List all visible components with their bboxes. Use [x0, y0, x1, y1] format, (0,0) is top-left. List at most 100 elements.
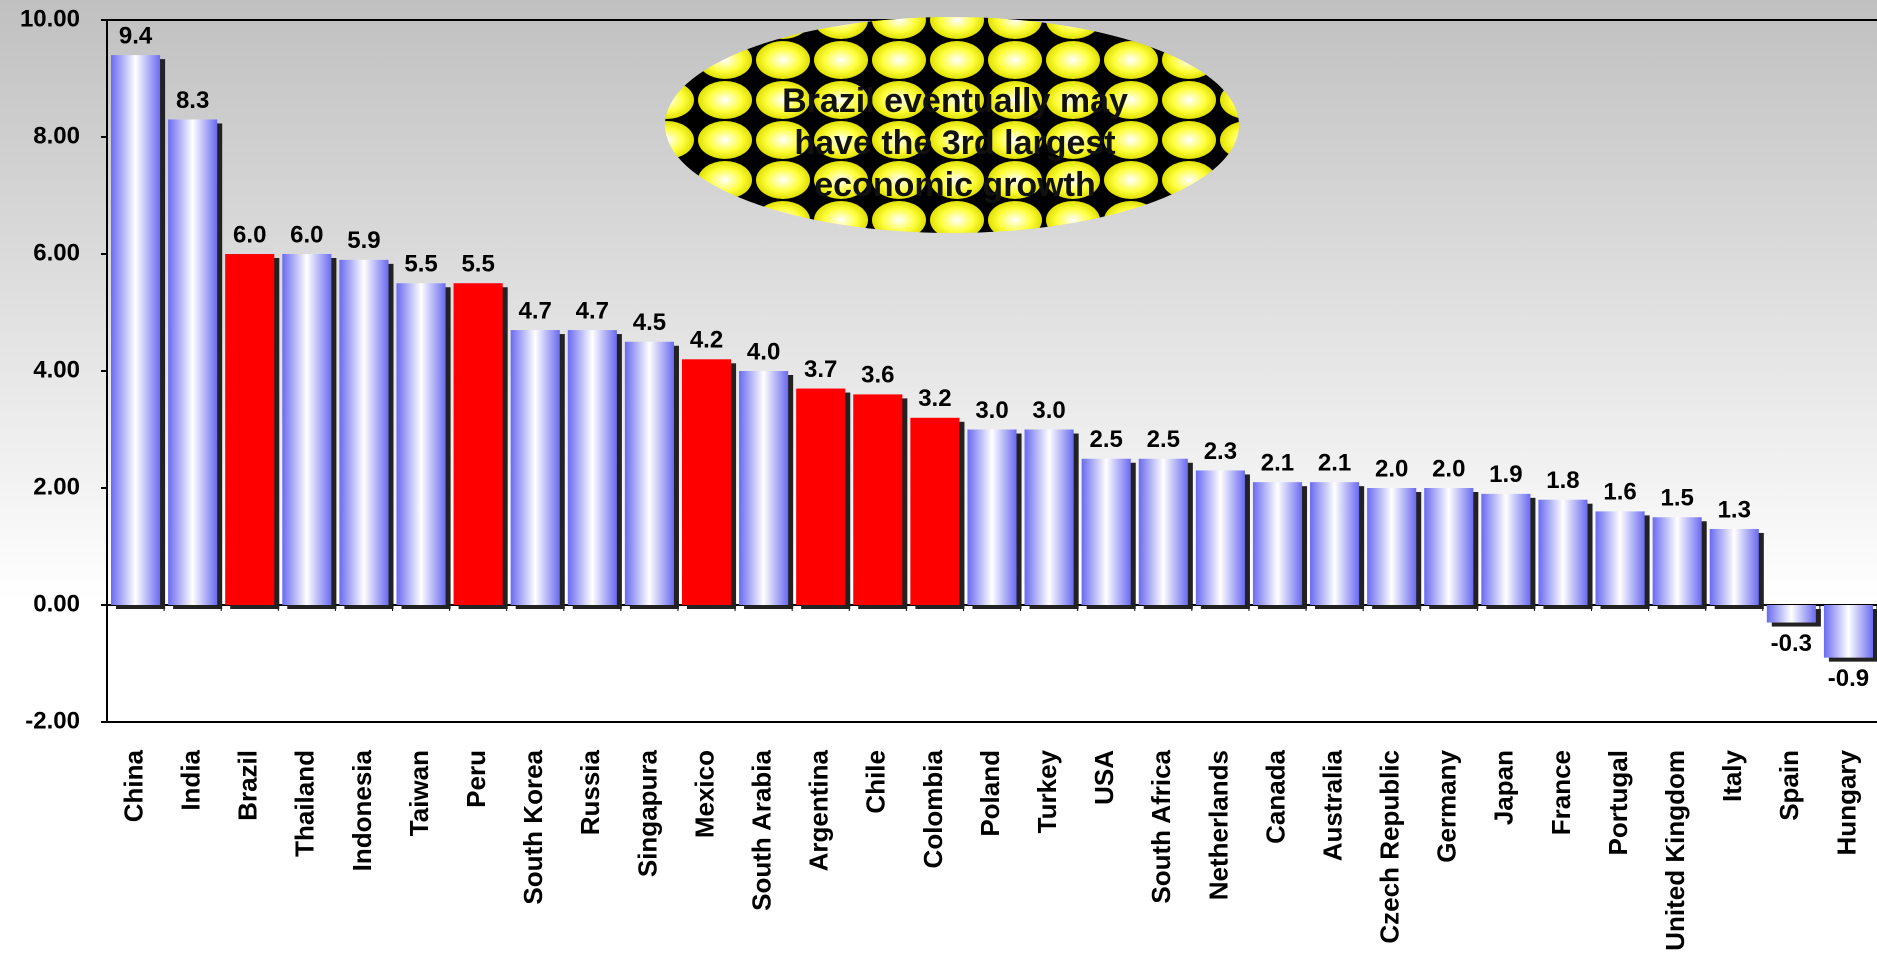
value-label: 6.0	[233, 221, 266, 248]
x-tick-label: Turkey	[1032, 749, 1062, 833]
value-label: 5.9	[347, 227, 380, 254]
value-label: -0.9	[1828, 665, 1869, 692]
value-label: 8.3	[176, 87, 209, 114]
bar	[1024, 429, 1074, 605]
bar	[796, 388, 846, 605]
value-label: 2.1	[1318, 449, 1351, 476]
bar	[853, 394, 903, 605]
y-tick-label: 6.00	[33, 239, 80, 266]
value-label: 4.5	[633, 309, 666, 336]
value-label: 4.7	[519, 297, 552, 324]
annotation-shape	[665, 17, 1239, 233]
x-tick-label: Australia	[1317, 749, 1347, 861]
value-label: 3.7	[804, 356, 837, 383]
value-label: 2.5	[1147, 426, 1180, 453]
bar	[624, 341, 674, 605]
bar	[168, 119, 218, 605]
annotation: Brazil eventually may have the 3rd large…	[782, 82, 1128, 204]
bar	[1310, 482, 1360, 605]
x-tick-label: Japan	[1489, 750, 1519, 825]
value-label: 4.0	[747, 338, 780, 365]
bar	[567, 330, 617, 605]
bar	[1195, 470, 1245, 605]
bar	[1652, 517, 1702, 605]
value-label: 3.0	[975, 397, 1008, 424]
bar	[1538, 499, 1588, 605]
x-tick-label: South Africa	[1146, 749, 1176, 903]
bar	[1823, 605, 1874, 658]
bar	[453, 283, 503, 605]
x-tick-label: India	[176, 749, 206, 810]
y-tick-label: -2.00	[25, 707, 80, 734]
value-label: 2.0	[1375, 455, 1408, 482]
bar	[1595, 511, 1645, 605]
x-tick-label: Mexico	[689, 750, 719, 838]
value-label: -0.3	[1771, 630, 1812, 657]
bar	[339, 259, 389, 605]
x-tick-label: Thailand	[290, 750, 320, 857]
value-label: 1.5	[1660, 485, 1693, 512]
value-label: 9.4	[119, 22, 153, 49]
value-label: 5.5	[404, 251, 437, 278]
value-label: 2.5	[1090, 426, 1123, 453]
value-label: 5.5	[461, 251, 494, 278]
x-tick-label: France	[1546, 750, 1576, 835]
x-tick-label: Russia	[575, 749, 605, 835]
value-label: 6.0	[290, 221, 323, 248]
bar	[110, 55, 161, 606]
value-label: 3.6	[861, 362, 894, 389]
bar	[681, 359, 732, 605]
x-tick-label: South Korea	[518, 749, 548, 904]
x-tick-label: Chile	[861, 750, 891, 814]
y-tick-label: 10.00	[20, 5, 80, 32]
x-tick-label: Brazil	[233, 750, 263, 821]
x-tick-label: Colombia	[918, 749, 948, 868]
value-label: 1.8	[1546, 467, 1579, 494]
bar	[1252, 482, 1303, 605]
y-tick-label: 2.00	[33, 473, 80, 500]
value-label: 4.7	[576, 297, 609, 324]
x-tick-label: Czech Republic	[1375, 750, 1405, 944]
value-label: 1.3	[1718, 496, 1751, 523]
value-label: 2.3	[1204, 438, 1237, 465]
y-tick-label: 8.00	[33, 122, 80, 149]
bar	[510, 330, 560, 605]
x-tick-label: Portugal	[1603, 750, 1633, 855]
x-tick-label: Italy	[1717, 749, 1747, 802]
y-tick-label: 0.00	[33, 590, 80, 617]
value-label: 1.9	[1489, 461, 1522, 488]
x-tick-label: Canada	[1260, 749, 1290, 843]
x-tick-label: Hungary	[1831, 749, 1861, 855]
value-label: 1.6	[1603, 479, 1636, 506]
bar	[1481, 493, 1531, 605]
x-tick-label: Argentina	[804, 749, 834, 871]
x-tick-label: Indonesia	[347, 749, 377, 871]
x-tick-label: Spain	[1774, 750, 1804, 821]
value-label: 4.2	[690, 327, 723, 354]
x-tick-label: USA	[1089, 750, 1119, 805]
x-tick-label: South Arabia	[746, 749, 776, 910]
x-tick-label: Singapura	[632, 749, 662, 877]
bar	[1424, 488, 1474, 605]
bar	[739, 371, 789, 605]
bar	[282, 254, 332, 605]
value-label: 3.2	[918, 385, 951, 412]
x-tick-label: Peru	[461, 750, 491, 808]
x-tick-label: Germany	[1432, 749, 1462, 862]
value-label: 3.0	[1032, 397, 1065, 424]
value-label: 2.0	[1432, 455, 1465, 482]
bar	[967, 429, 1017, 605]
bar	[225, 254, 275, 605]
x-tick-label: Netherlands	[1203, 750, 1233, 900]
bar	[910, 417, 960, 605]
x-tick-label: Taiwan	[404, 750, 434, 836]
value-label: 2.1	[1261, 449, 1294, 476]
y-tick-label: 4.00	[33, 356, 80, 383]
bar	[1138, 458, 1188, 605]
bar	[1367, 488, 1417, 605]
bar	[1766, 605, 1816, 623]
bar	[1081, 458, 1131, 605]
bar	[396, 283, 446, 605]
